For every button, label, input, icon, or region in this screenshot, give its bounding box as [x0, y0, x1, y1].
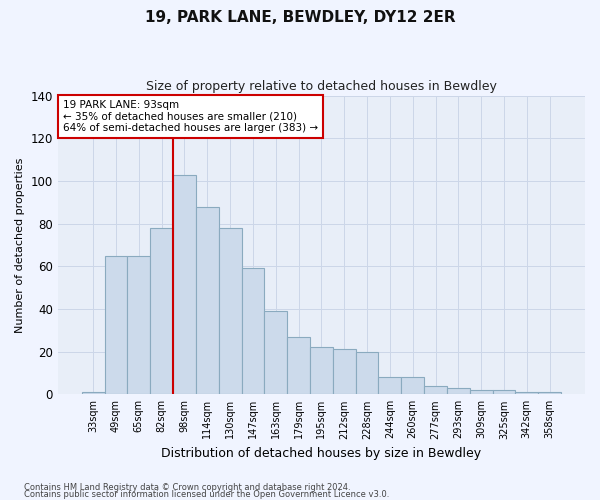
Bar	[218, 228, 242, 394]
Bar	[287, 336, 310, 394]
Bar	[242, 268, 265, 394]
Bar	[333, 350, 356, 395]
Bar	[196, 206, 218, 394]
Bar	[104, 256, 127, 394]
Bar	[310, 348, 333, 395]
Text: Contains public sector information licensed under the Open Government Licence v3: Contains public sector information licen…	[24, 490, 389, 499]
Bar	[424, 386, 447, 394]
Y-axis label: Number of detached properties: Number of detached properties	[15, 157, 25, 332]
Bar	[493, 390, 515, 394]
Bar	[515, 392, 538, 394]
Bar	[470, 390, 493, 394]
Bar	[538, 392, 561, 394]
Bar	[150, 228, 173, 394]
Bar	[82, 392, 104, 394]
X-axis label: Distribution of detached houses by size in Bewdley: Distribution of detached houses by size …	[161, 447, 481, 460]
Bar	[127, 256, 150, 394]
Bar	[265, 311, 287, 394]
Title: Size of property relative to detached houses in Bewdley: Size of property relative to detached ho…	[146, 80, 497, 93]
Bar	[356, 352, 379, 395]
Bar	[447, 388, 470, 394]
Text: Contains HM Land Registry data © Crown copyright and database right 2024.: Contains HM Land Registry data © Crown c…	[24, 484, 350, 492]
Bar	[401, 377, 424, 394]
Bar	[173, 174, 196, 394]
Text: 19 PARK LANE: 93sqm
← 35% of detached houses are smaller (210)
64% of semi-detac: 19 PARK LANE: 93sqm ← 35% of detached ho…	[63, 100, 318, 133]
Text: 19, PARK LANE, BEWDLEY, DY12 2ER: 19, PARK LANE, BEWDLEY, DY12 2ER	[145, 10, 455, 25]
Bar	[379, 377, 401, 394]
